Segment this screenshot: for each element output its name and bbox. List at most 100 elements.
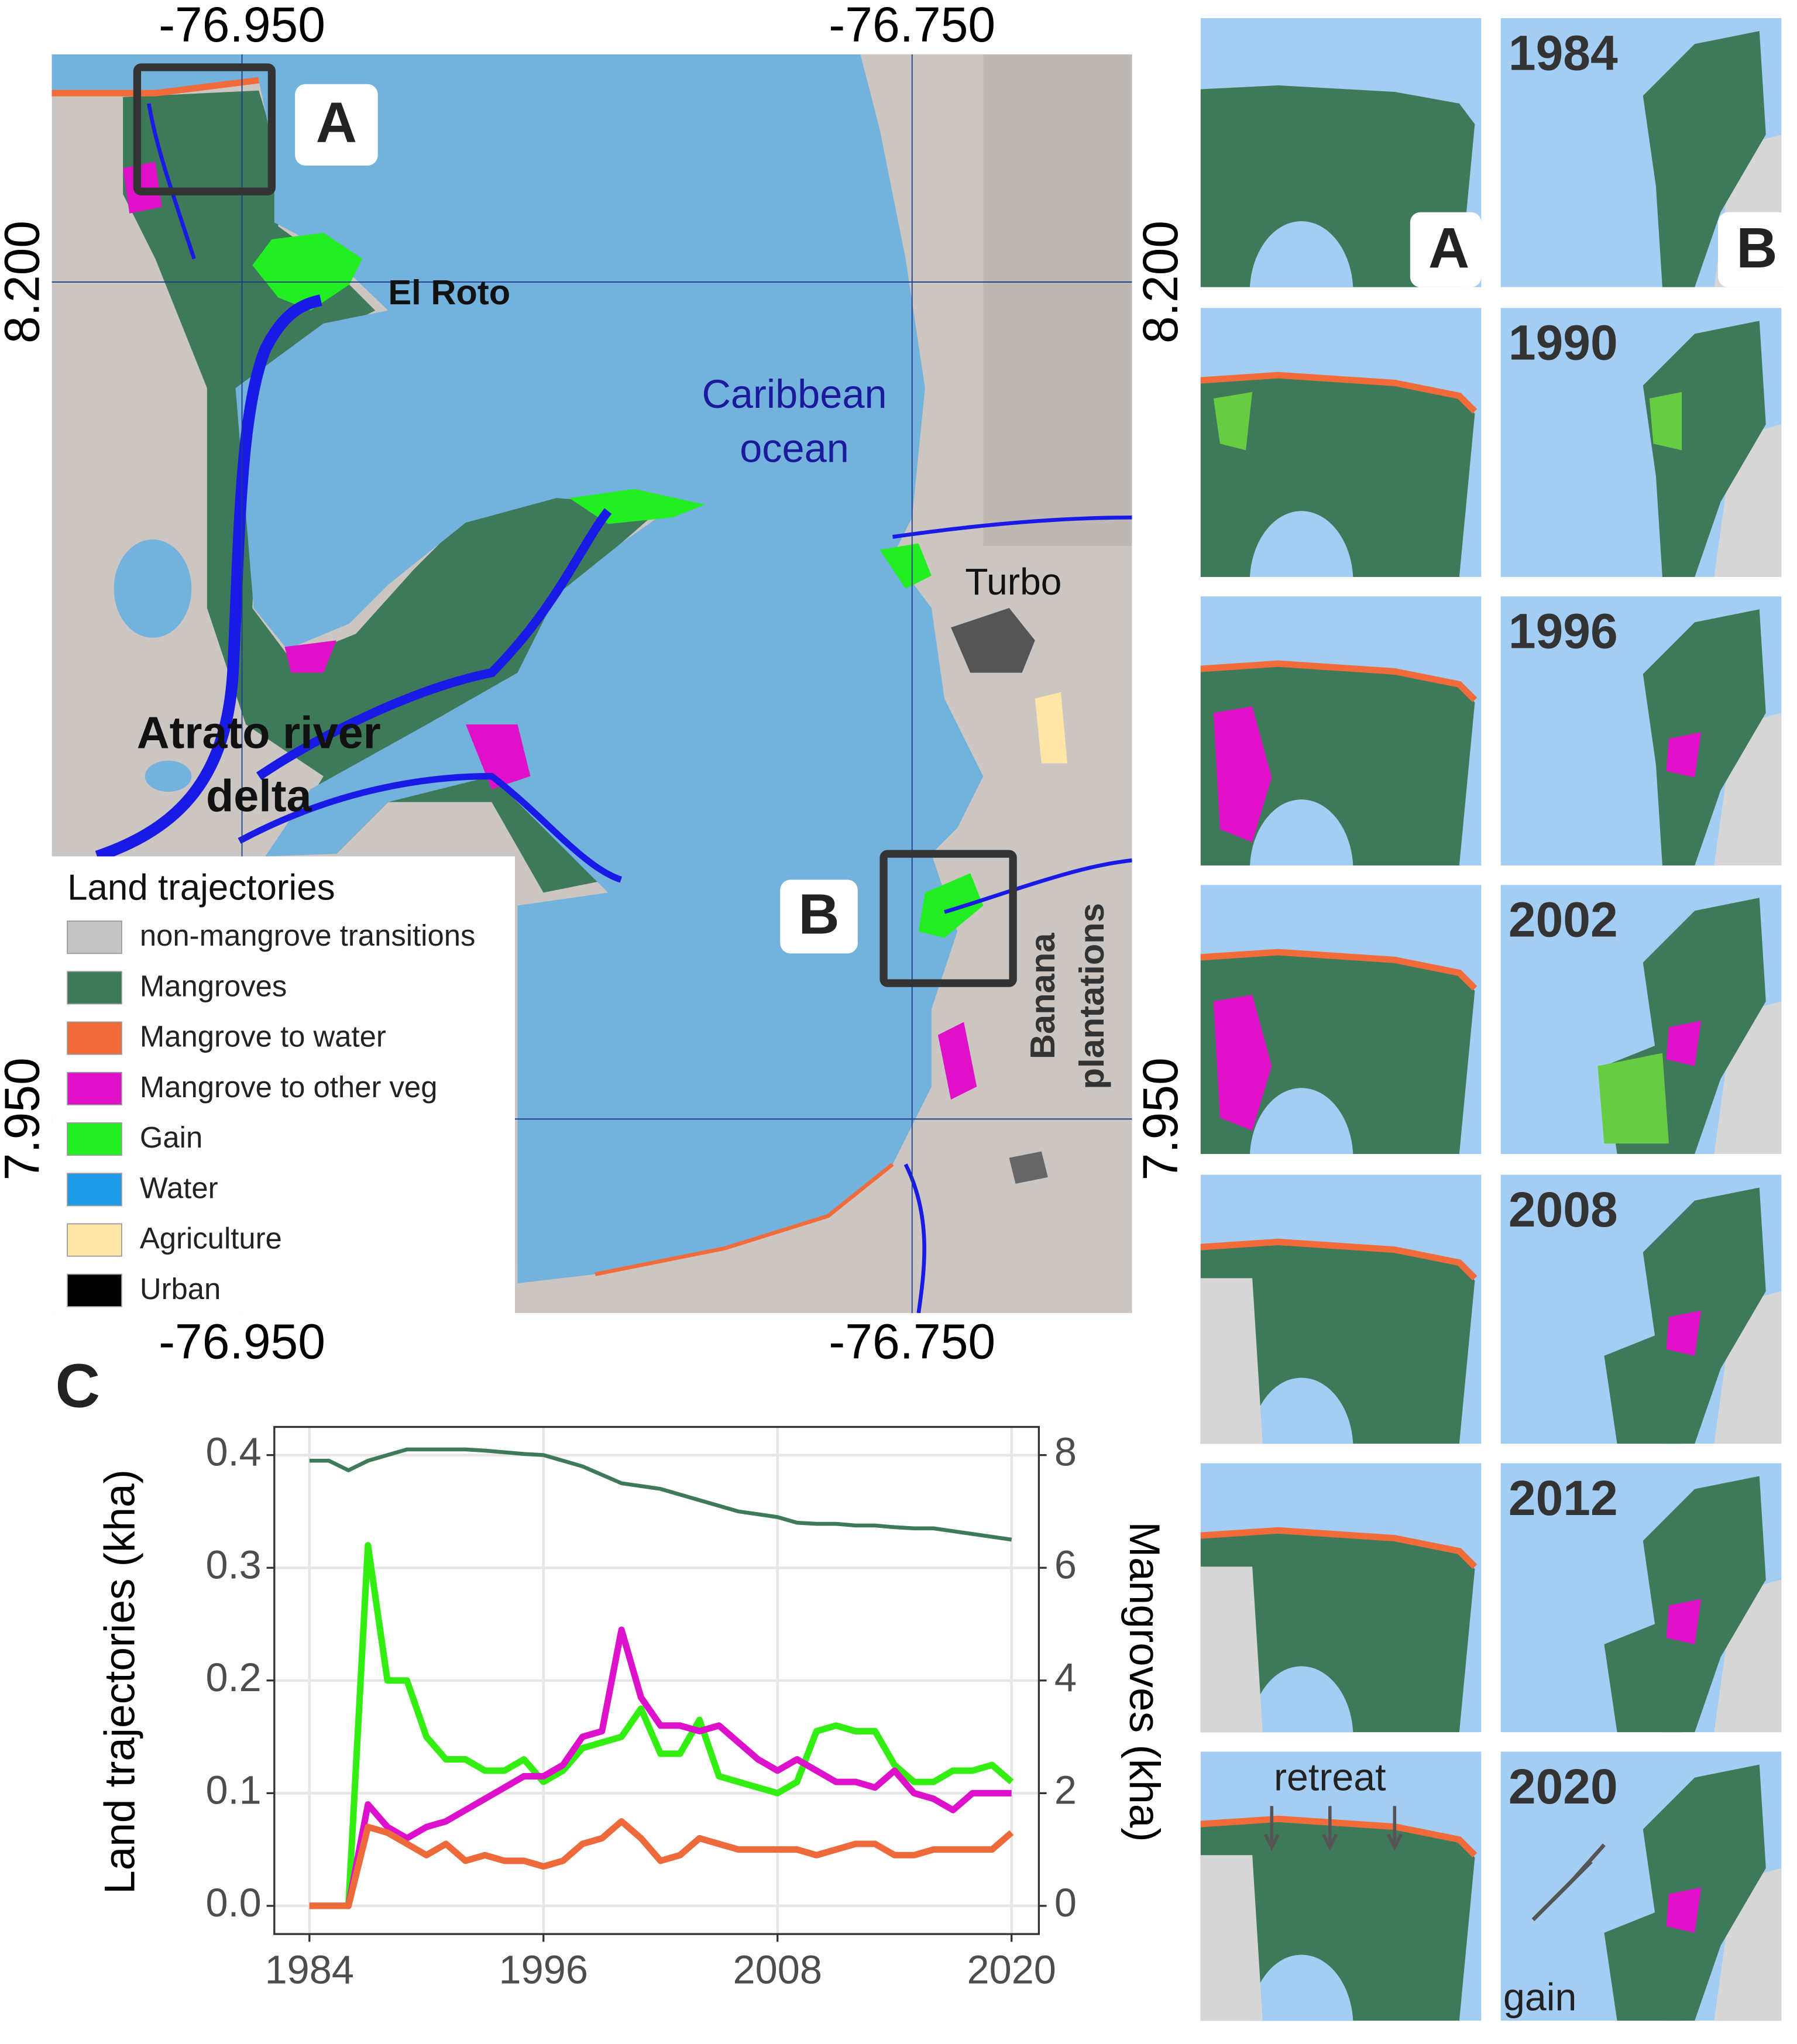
- arrow: [1263, 1806, 1280, 1851]
- legend-swatch: [67, 1173, 122, 1207]
- y-tick-label: 0.4: [205, 1430, 261, 1475]
- mangroves: [1200, 375, 1475, 577]
- loss-area: [284, 640, 336, 673]
- water: [1249, 1954, 1353, 2021]
- legend-label: Mangrove to other veg: [140, 1070, 438, 1104]
- thumbnail-image: [1200, 596, 1482, 865]
- mangroves: [1200, 952, 1475, 1154]
- y-tick-label: 0.2: [205, 1655, 261, 1700]
- mangroves: [1200, 1530, 1475, 1733]
- y2-tick-label: 2: [1054, 1767, 1077, 1812]
- chart: C Land trajectories (kha) Mangroves (kha…: [55, 1352, 1167, 1993]
- inset-label: A: [1428, 216, 1469, 280]
- river: [256, 508, 612, 780]
- thumbnail: A: [1200, 18, 1482, 287]
- legend-swatch: [67, 971, 122, 1005]
- thumbnail: 2008: [1500, 1174, 1782, 1444]
- thumbnail-image: [1500, 596, 1782, 865]
- arrow: [1570, 1843, 1606, 1882]
- water: [1249, 511, 1353, 577]
- place-label: El Roto: [388, 273, 510, 312]
- annotation-label: retreat: [1274, 1756, 1386, 1799]
- latitude-label: 8.200: [0, 221, 50, 343]
- water: [1249, 221, 1353, 287]
- year-label: 2020: [1509, 1759, 1618, 1814]
- non-mangrove: [1200, 1278, 1263, 1444]
- loss-area: [1666, 1599, 1702, 1644]
- place-label: plantations: [1072, 903, 1111, 1089]
- x-tick-label: 1984: [265, 1947, 354, 1993]
- non-mangrove: [1200, 1855, 1263, 2021]
- longitude-label: -76.950: [159, 0, 325, 52]
- place-label: delta: [206, 771, 312, 822]
- longitude-label: -76.950: [159, 1314, 325, 1369]
- gain-area: [1213, 391, 1253, 451]
- gain-area: [1649, 391, 1682, 451]
- year-label: 1990: [1509, 315, 1618, 370]
- loss-area: [1666, 1310, 1702, 1356]
- series-line: [309, 1818, 1014, 1909]
- thumbnail: 2020: [1500, 1751, 1782, 2021]
- retreat-edge: [1200, 1238, 1478, 1281]
- y2-tick-label: 8: [1054, 1430, 1077, 1475]
- y2-tick-label: 4: [1054, 1655, 1077, 1700]
- series-line: [309, 1626, 1012, 1909]
- legend-swatch: [67, 1273, 122, 1307]
- y-axis-title: Land trajectories (kha): [96, 1469, 143, 1894]
- mangroves: [1643, 31, 1766, 287]
- mangroves: [1200, 664, 1475, 865]
- legend-swatch: [67, 1223, 122, 1257]
- x-tick-label: 2020: [967, 1947, 1056, 1993]
- gain-area: [252, 232, 363, 311]
- legend-label: Agriculture: [140, 1222, 282, 1255]
- place-label: Atrato river: [137, 707, 381, 758]
- urban-area: [1009, 1151, 1048, 1184]
- year-label: 1984: [1509, 25, 1618, 80]
- non-mangrove: [1200, 1567, 1263, 1733]
- inset-label: A: [316, 90, 357, 154]
- thumbnail-image: [1200, 885, 1482, 1154]
- place-label: Banana: [1023, 933, 1062, 1059]
- year-label: 2008: [1509, 1182, 1618, 1237]
- thumbnail: 2002: [1500, 885, 1782, 1154]
- mangroves: [1200, 1242, 1475, 1444]
- loss-area: [466, 724, 531, 789]
- thumbnail-image: [1500, 885, 1782, 1154]
- lagoon: [114, 539, 192, 638]
- river: [238, 772, 623, 883]
- year-label: 2012: [1509, 1471, 1618, 1526]
- thumbnail: [1200, 1463, 1482, 1733]
- latitude-label: 7.950: [1133, 1057, 1188, 1180]
- hills: [983, 54, 1132, 546]
- urban-area: [951, 608, 1035, 673]
- water: [1249, 1088, 1353, 1154]
- thumbnail-image: [1200, 308, 1482, 577]
- legend-label: Gain: [140, 1121, 202, 1154]
- thumbnail: 1996: [1500, 596, 1782, 865]
- y2-axis-title: Mangroves (kha): [1121, 1521, 1168, 1842]
- river: [903, 1163, 926, 1313]
- thumbnail-image: [1200, 1174, 1482, 1444]
- y2-tick-label: 6: [1054, 1542, 1077, 1587]
- year-label: 2002: [1509, 892, 1618, 947]
- place-label: Caribbean: [702, 372, 887, 417]
- legend-label: Water: [140, 1171, 218, 1204]
- gain-area: [918, 873, 984, 938]
- inset-label: B: [798, 882, 839, 946]
- mangroves: [1643, 609, 1766, 865]
- mangroves: [1200, 85, 1475, 287]
- latitude-label: 8.200: [1133, 221, 1188, 343]
- loss-area: [1213, 995, 1272, 1131]
- inset-label-box: [780, 880, 858, 954]
- gain-area: [879, 543, 932, 589]
- lagoon: [145, 760, 192, 792]
- water: [1249, 799, 1353, 865]
- loss-area: [1666, 1887, 1702, 1933]
- plot-border: [273, 1425, 1040, 1935]
- legend-swatch: [67, 920, 122, 954]
- series-line: [309, 1542, 1014, 1909]
- river: [147, 103, 196, 260]
- arrow: [1386, 1806, 1403, 1851]
